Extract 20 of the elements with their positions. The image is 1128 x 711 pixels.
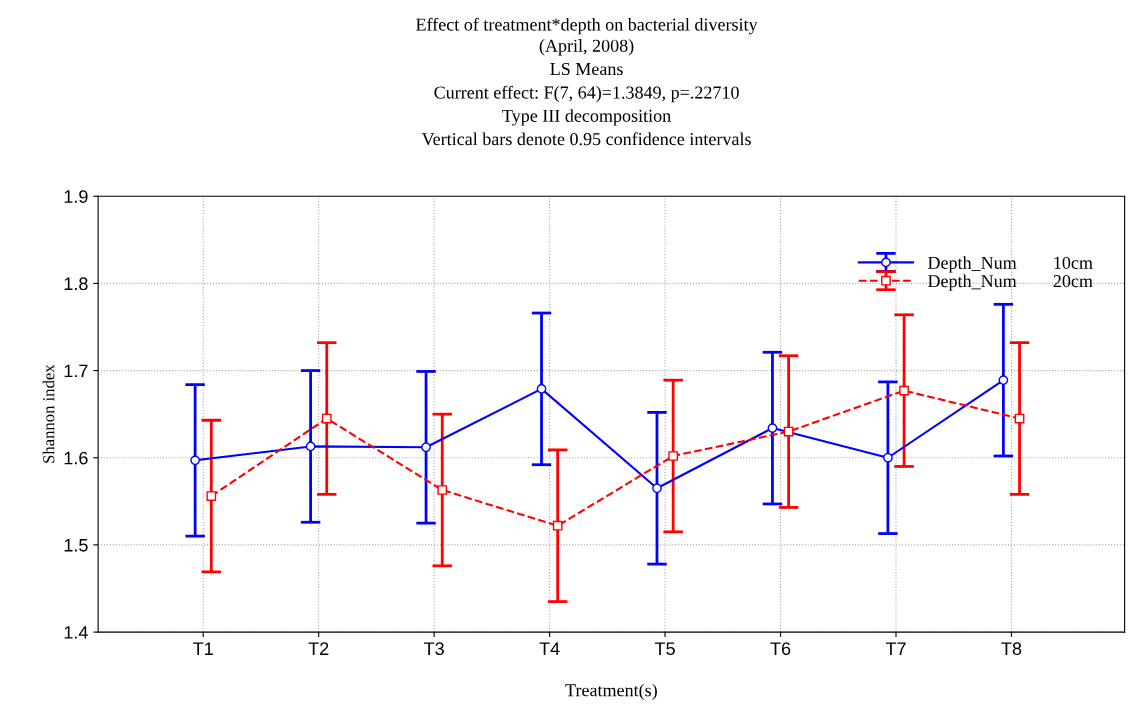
chart-title: Effect of treatment*depth on bacterial diversity xyxy=(416,17,758,35)
y-tick-label: 1.5 xyxy=(64,539,88,552)
legend-label: Depth_Num 20cm xyxy=(928,274,1093,291)
y-tick-label: 1.8 xyxy=(64,277,88,291)
y-tick-label: 1.7 xyxy=(64,364,88,378)
legend-label: Depth_Num 10cm xyxy=(928,256,1093,273)
y-tick-label: 1.4 xyxy=(64,626,88,639)
y-tick-label: 1.9 xyxy=(64,190,88,203)
y-axis-title: Shannon index xyxy=(42,364,55,463)
x-tick-label: T6 xyxy=(770,642,791,656)
x-tick-label: T8 xyxy=(1001,642,1022,656)
x-tick-label: T2 xyxy=(308,642,329,655)
x-axis-title: Treatment(s) xyxy=(565,683,657,701)
x-tick-label: T3 xyxy=(424,642,444,656)
x-tick-label: T4 xyxy=(539,642,560,655)
x-tick-label: T5 xyxy=(654,642,675,656)
x-tick-label: T1 xyxy=(193,642,213,655)
x-tick-label: T7 xyxy=(885,642,906,655)
y-tick-label: 1.6 xyxy=(64,451,88,465)
chart-subtitle: (April, 2008) LS Means Current effect: F(7, 64)=1.3849, p=.22710 Type III decomposition Vertical bars denote 0.95 confidence intervals xyxy=(421,39,751,146)
